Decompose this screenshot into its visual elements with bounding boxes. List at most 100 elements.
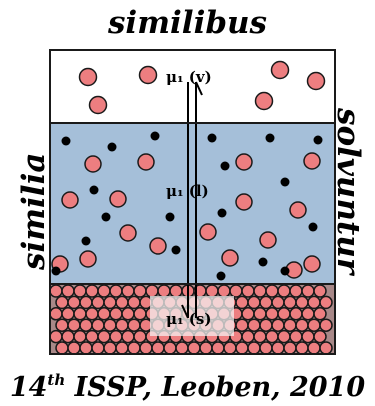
solid-solute-particle [85, 329, 99, 344]
solid-solute-particle [205, 284, 219, 298]
solid-solute-particle [289, 329, 303, 344]
solid-solute-particle [91, 295, 105, 310]
solid-solute-particle [301, 307, 315, 321]
solid-solute-particle [307, 318, 321, 332]
liquid-solvent-particle [313, 135, 323, 145]
vapor-solute-particle [254, 91, 274, 111]
solid-solute-particle [241, 329, 255, 344]
solid-solute-particle [283, 341, 297, 355]
vapor-solute-particle [270, 60, 290, 80]
liquid-solvent-particle [107, 142, 117, 152]
solid-solute-particle [103, 341, 117, 355]
caption-bottom: 14th ISSP, Leoben, 2010 [0, 363, 375, 405]
vapor-solute-particle [88, 95, 108, 115]
solid-solute-particle [163, 341, 177, 355]
liquid-solute-particle [259, 231, 277, 249]
solid-solute-particle [319, 318, 333, 332]
solid-solute-particle [73, 284, 87, 298]
solid-solute-particle [265, 284, 279, 298]
caption-bottom-suffix: ISSP, Leoben, 2010 [65, 372, 366, 403]
solid-solute-particle [289, 307, 303, 321]
solid-solute-particle [85, 284, 99, 298]
liquid-phase [50, 123, 335, 284]
liquid-solvent-particle [171, 245, 181, 255]
solid-solute-particle [295, 318, 309, 332]
solid-solute-particle [49, 307, 63, 321]
solid-solute-particle [277, 284, 291, 298]
solid-chemical-potential-label: μ₁ (s) [166, 310, 211, 328]
solid-solute-particle [259, 295, 273, 310]
solid-solute-particle [217, 284, 231, 298]
solid-solute-particle [277, 307, 291, 321]
caption-bottom-prefix: 14 [9, 372, 48, 403]
solid-solute-particle [85, 307, 99, 321]
solid-solute-particle [283, 295, 297, 310]
solid-solute-particle [79, 295, 93, 310]
liquid-solvent-particle [165, 212, 175, 222]
solid-solute-particle [157, 284, 171, 298]
solid-solute-particle [187, 341, 201, 355]
solid-solute-particle [145, 284, 159, 298]
solid-solute-particle [169, 284, 183, 298]
liquid-solute-particle [235, 193, 253, 211]
solid-solute-particle [229, 284, 243, 298]
solid-solute-particle [61, 284, 75, 298]
solid-solute-particle [271, 295, 285, 310]
liquid-solute-particle [79, 250, 97, 268]
solid-solute-particle [247, 295, 261, 310]
solid-solute-particle [109, 329, 123, 344]
liquid-solvent-particle [220, 161, 230, 171]
solid-solute-particle [235, 341, 249, 355]
solid-solute-particle [283, 318, 297, 332]
liquid-solvent-particle [207, 133, 217, 143]
liquid-solvent-particle [61, 136, 71, 146]
liquid-solvent-particle [81, 236, 91, 246]
solid-solute-particle [73, 307, 87, 321]
solid-solute-particle [319, 295, 333, 310]
solid-solute-particle [151, 341, 165, 355]
solid-solute-particle [133, 329, 147, 344]
solid-solute-particle [175, 341, 189, 355]
solid-solute-particle [235, 295, 249, 310]
solid-solute-particle [247, 318, 261, 332]
solid-label-backdrop [150, 296, 234, 336]
vapor-solute-particle [78, 67, 98, 87]
solid-solute-particle [139, 341, 153, 355]
solid-solute-particle [253, 284, 267, 298]
solid-solute-particle [61, 307, 75, 321]
solid-solute-particle [103, 295, 117, 310]
liquid-solvent-particle [101, 212, 111, 222]
liquid-solvent-particle [258, 257, 268, 267]
solid-solute-particle [91, 318, 105, 332]
liquid-particle-group [51, 131, 323, 281]
solid-solute-particle [241, 284, 255, 298]
liquid-solvent-particle [89, 185, 99, 195]
equilibrium-arrows-icon [181, 81, 203, 319]
solid-solute-particle [265, 329, 279, 344]
solid-solute-particle [121, 284, 135, 298]
liquid-solvent-particle [280, 177, 290, 187]
solid-solute-particle [247, 341, 261, 355]
liquid-solute-particle [149, 237, 167, 255]
liquid-solute-particle [303, 152, 321, 170]
liquid-chemical-potential-label: μ₁ (l) [166, 182, 209, 200]
liquid-solute-particle [235, 153, 253, 171]
solid-solute-particle [91, 341, 105, 355]
solid-solute-particle [211, 341, 225, 355]
liquid-solute-particle [61, 191, 79, 209]
solid-solute-particle [127, 341, 141, 355]
vapor-solute-particle [138, 65, 158, 85]
solid-solute-particle [55, 341, 69, 355]
solid-solute-particle [67, 318, 81, 332]
solid-solute-particle [313, 284, 327, 298]
solid-solute-particle [115, 318, 129, 332]
solid-solute-particle [277, 329, 291, 344]
solid-solute-particle [121, 329, 135, 344]
solid-solute-particle [97, 307, 111, 321]
solid-solute-particle [55, 295, 69, 310]
solid-solute-particle [133, 284, 147, 298]
liquid-solute-particle [303, 255, 321, 273]
solid-solute-particle [73, 329, 87, 344]
liquid-solvent-particle [308, 222, 318, 232]
